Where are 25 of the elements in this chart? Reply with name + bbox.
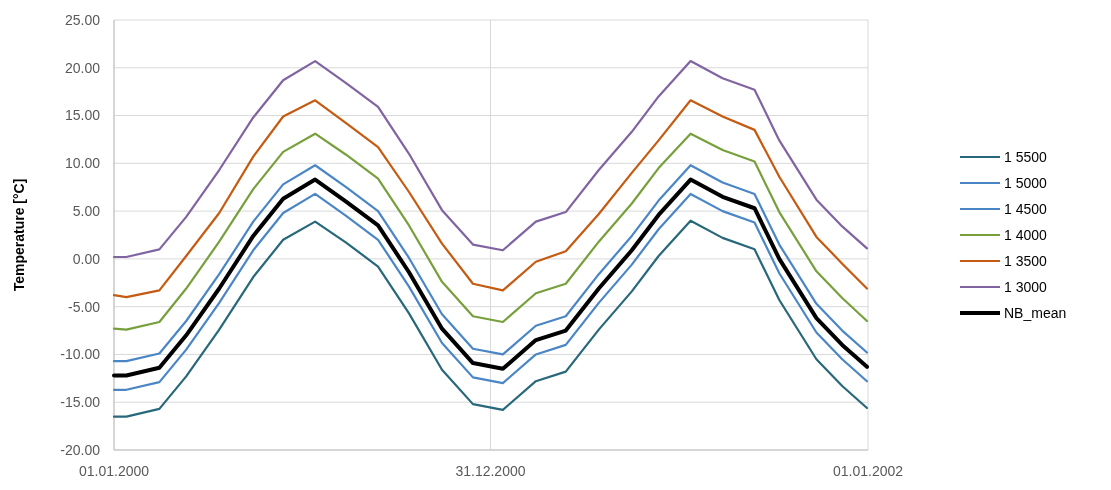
line-series <box>112 59 869 259</box>
y-tick-label: 25.00 <box>64 11 101 28</box>
legend-label: 1 4500 <box>1004 200 1048 217</box>
line-series <box>112 99 869 299</box>
legend-label: 1 3000 <box>1004 278 1048 295</box>
y-tick-label: 15.00 <box>64 107 101 124</box>
legend-label: 1 5500 <box>1004 148 1048 165</box>
legend-label: 1 4000 <box>1004 226 1048 243</box>
line-series <box>112 132 869 331</box>
x-tick-label: 01.01.2000 <box>78 463 150 479</box>
y-tick-label: -10.00 <box>60 346 101 363</box>
x-tick-label: 01.01.2002 <box>832 463 904 479</box>
y-tick-label: 10.00 <box>64 155 101 172</box>
y-tick-label: -15.00 <box>60 394 101 411</box>
y-tick-label: -20.00 <box>60 441 101 458</box>
legend-label: 1 5000 <box>1004 174 1048 191</box>
y-tick-label: -5.00 <box>68 298 101 315</box>
legend-label: NB_mean <box>1004 304 1067 321</box>
y-tick-label: 20.00 <box>64 59 101 76</box>
y-axis-title: Temperature [°C] <box>11 178 27 292</box>
y-tick-label: 5.00 <box>72 203 101 220</box>
y-tick-label: 0.00 <box>72 250 101 267</box>
line-series <box>112 219 869 418</box>
legend-label: 1 3500 <box>1004 252 1048 269</box>
x-tick-label: 31.12.2000 <box>455 463 526 479</box>
